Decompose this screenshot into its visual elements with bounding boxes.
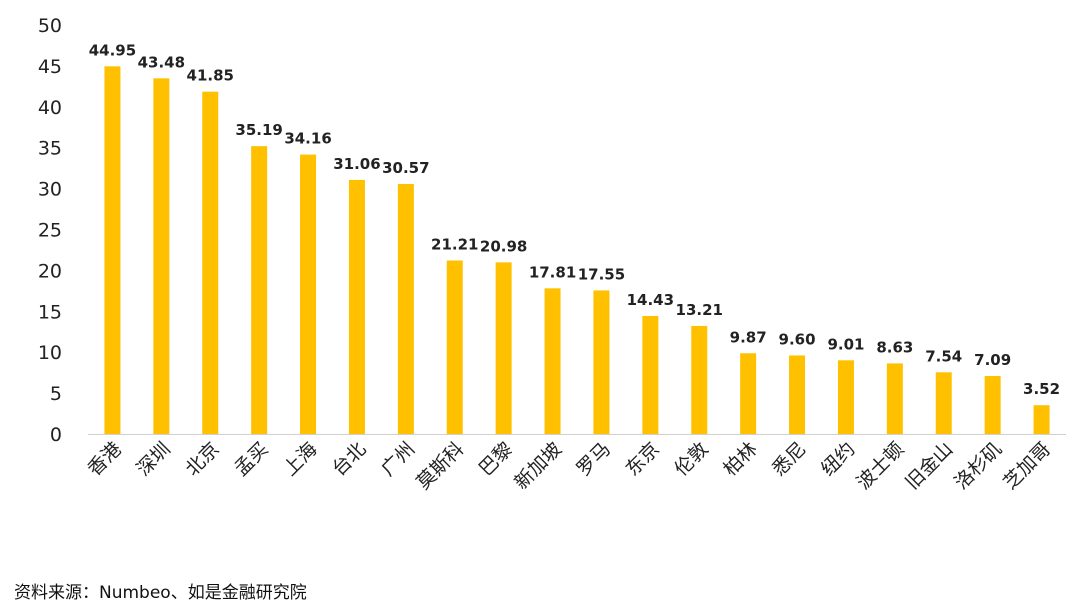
- data-label: 34.16: [284, 130, 331, 148]
- bar: [935, 372, 952, 434]
- y-tick-label: 40: [38, 97, 62, 119]
- data-label: 9.01: [827, 335, 864, 353]
- y-tick-label: 35: [38, 138, 62, 160]
- bar: [397, 183, 414, 434]
- x-tick-label: 波士顿: [853, 438, 909, 494]
- data-label: 41.85: [187, 67, 234, 85]
- y-tick-label: 50: [38, 15, 62, 37]
- data-label: 7.09: [974, 351, 1011, 369]
- data-label: 3.52: [1023, 380, 1060, 398]
- x-tick-label: 孟买: [230, 438, 272, 480]
- y-tick-label: 15: [38, 301, 62, 323]
- bar: [446, 260, 463, 434]
- data-label: 7.54: [925, 347, 962, 365]
- x-tick-label: 罗马: [573, 438, 615, 480]
- data-label: 35.19: [235, 121, 282, 139]
- y-tick-label: 30: [38, 179, 62, 201]
- x-tick-label: 莫斯科: [412, 438, 468, 494]
- data-label: 9.87: [730, 328, 767, 346]
- x-tick-label: 台北: [328, 438, 370, 480]
- data-label: 43.48: [138, 53, 185, 71]
- bar: [251, 146, 268, 434]
- bar: [789, 355, 806, 434]
- bar: [837, 360, 854, 434]
- bar: [495, 262, 512, 434]
- x-tick-label: 广州: [377, 438, 419, 480]
- y-tick-label: 20: [38, 260, 62, 282]
- x-tick-label: 新加坡: [510, 438, 566, 494]
- x-tick-label: 纽约: [817, 438, 859, 480]
- y-tick-label: 10: [38, 342, 62, 364]
- y-axis: 0 5 10 15 20 25 30 35 40 45 50: [38, 15, 62, 446]
- y-tick-label: 25: [38, 220, 62, 242]
- x-tick-label: 北京: [181, 438, 223, 480]
- data-label: 8.63: [876, 338, 913, 356]
- x-tick-label: 东京: [621, 438, 663, 480]
- y-tick-label: 45: [38, 56, 62, 78]
- bar: [544, 288, 561, 434]
- data-label: 31.06: [333, 155, 380, 173]
- bar: [104, 66, 121, 435]
- y-tick-label: 0: [50, 424, 62, 446]
- x-tick-label: 旧金山: [901, 438, 957, 494]
- data-label: 14.43: [627, 291, 674, 309]
- data-label: 30.57: [382, 159, 429, 177]
- source-note: 资料来源：Numbeo、如是金融研究院: [14, 583, 307, 603]
- bar: [642, 315, 659, 434]
- x-tick-label: 洛杉矶: [950, 438, 1006, 494]
- x-tick-label: 悉尼: [768, 438, 810, 480]
- bar: [886, 363, 903, 434]
- data-label: 20.98: [480, 237, 527, 255]
- data-label: 17.81: [529, 263, 576, 281]
- bar: [348, 179, 365, 434]
- bar: [984, 376, 1001, 434]
- bar: [300, 154, 317, 434]
- x-tick-label: 深圳: [132, 438, 174, 480]
- data-label: 44.95: [89, 41, 136, 59]
- data-label: 9.60: [779, 330, 816, 348]
- x-tick-label: 伦敦: [670, 438, 712, 480]
- y-tick-label: 5: [50, 383, 62, 405]
- x-tick-label: 巴黎: [475, 438, 517, 480]
- x-tick-label: 芝加哥: [999, 438, 1055, 494]
- data-label: 17.55: [578, 265, 625, 283]
- bar: [1033, 405, 1050, 434]
- bar: [691, 325, 708, 434]
- bars: [104, 66, 1050, 435]
- bar: [593, 290, 610, 434]
- bar: [202, 91, 219, 435]
- x-tick-label: 上海: [279, 438, 321, 480]
- bar: [740, 353, 757, 434]
- x-tick-label: 香港: [84, 438, 126, 480]
- data-label: 13.21: [676, 301, 723, 319]
- data-label: 21.21: [431, 236, 478, 254]
- x-tick-label: 柏林: [719, 438, 761, 480]
- bar: [153, 78, 170, 434]
